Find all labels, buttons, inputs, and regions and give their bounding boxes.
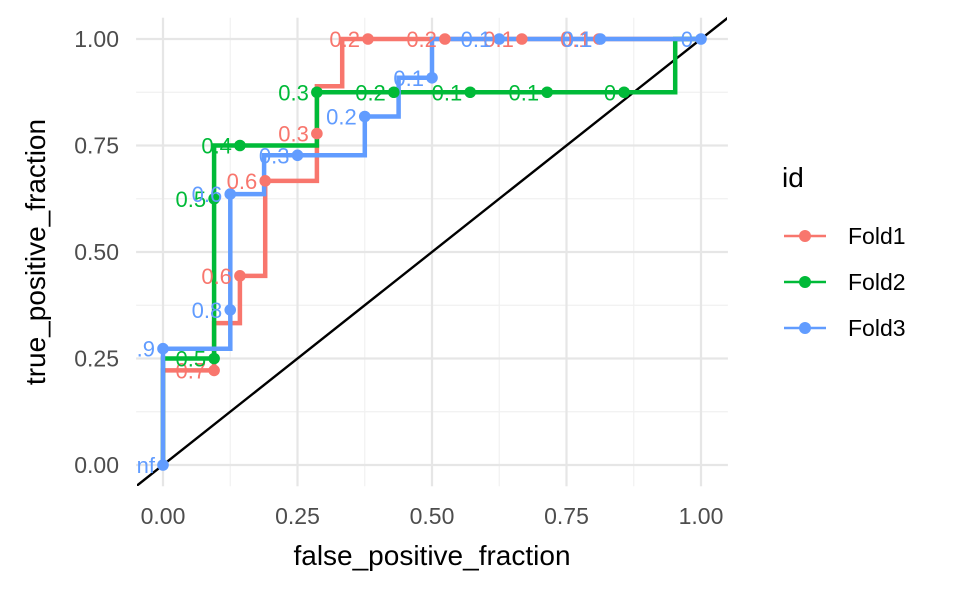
threshold-label-fold1-2: 0.6 xyxy=(227,169,258,194)
legend-label-fold3: Fold3 xyxy=(848,315,906,341)
reference-diagonal-line xyxy=(137,16,727,486)
y-axis-ticks: 0.00 0.25 0.50 0.75 1.00 xyxy=(74,26,119,478)
legend-title: id xyxy=(782,162,804,193)
y-tick-label-4: 1.00 xyxy=(74,26,119,52)
roc-point-fold3-7 xyxy=(493,33,506,45)
threshold-label-fold2-4: 0.2 xyxy=(355,80,386,105)
legend: id Fold1 Fold2 Fold3 xyxy=(782,162,906,341)
threshold-label-fold3-7: 0.1 xyxy=(461,27,492,52)
roc-point-fold2-5 xyxy=(464,86,476,99)
roc-point-fold3-1 xyxy=(157,342,169,355)
threshold-label-fold1-3: 0.3 xyxy=(278,122,309,147)
roc-point-fold1-2 xyxy=(259,175,272,187)
threshold-label-fold3-4: 0.3 xyxy=(259,143,290,168)
roc-point-fold2-1 xyxy=(208,192,220,205)
roc-point-fold1-3 xyxy=(311,127,323,140)
threshold-label-fold1-5: 0.2 xyxy=(406,27,437,52)
threshold-label-fold1-7: 0.1 xyxy=(560,27,591,52)
threshold-label-fold1-4: 0.2 xyxy=(329,27,360,52)
roc-point-fold3-4 xyxy=(291,149,304,162)
reference-line-layer xyxy=(137,16,727,486)
legend-label-fold2: Fold2 xyxy=(848,269,906,295)
threshold-label-fold2-1: 0.5 xyxy=(176,187,207,212)
threshold-label-fold3-8: 0.1 xyxy=(562,27,593,52)
roc-point-fold2-4 xyxy=(388,86,400,99)
threshold-label-fold2-5: 0.1 xyxy=(432,80,463,105)
roc-point-fold2-7 xyxy=(618,86,630,99)
threshold-label-fold2-3: 0.3 xyxy=(278,80,309,105)
threshold-label-fold3-3: 0.6 xyxy=(192,182,223,207)
roc-point-fold1-6 xyxy=(516,33,528,45)
threshold-label-fold1-6: 0.1 xyxy=(483,27,514,52)
roc-point-fold2-0 xyxy=(208,352,220,365)
roc-point-fold3-2 xyxy=(224,304,237,316)
roc-point-fold3-5 xyxy=(358,110,371,123)
legend-key-point-fold3 xyxy=(799,322,811,334)
y-tick-label-3: 0.75 xyxy=(74,133,119,159)
plot-area: 0.70.60.60.30.2 0.2 0.1 0.10.50.50.40.3 0.2 0… xyxy=(124,16,727,486)
x-tick-label-3: 0.75 xyxy=(544,503,589,529)
threshold-label-fold3-2: 0.8 xyxy=(192,298,223,323)
threshold-label-fold3-1: 0.9 xyxy=(124,337,155,362)
threshold-label-fold2-2: 0.4 xyxy=(201,134,232,159)
x-tick-label-0: 0.00 xyxy=(141,503,186,529)
threshold-label-fold3-5: 0.2 xyxy=(326,105,357,130)
roc-point-fold1-0 xyxy=(208,364,220,377)
point-layer xyxy=(157,33,707,471)
roc-point-fold2-6 xyxy=(541,86,553,99)
roc-point-fold3-3 xyxy=(224,188,237,200)
x-tick-label-4: 1.00 xyxy=(679,503,724,529)
roc-point-fold1-1 xyxy=(234,270,246,282)
threshold-label-fold3-0: Inf xyxy=(131,453,156,478)
roc-point-fold1-4 xyxy=(362,33,374,45)
y-tick-label-1: 0.25 xyxy=(74,346,119,372)
legend-key-point-fold1 xyxy=(799,230,811,242)
y-axis-title: true_positive_fraction xyxy=(20,119,51,385)
roc-step-line-fold2 xyxy=(160,36,701,465)
roc-point-fold1-5 xyxy=(439,33,451,45)
roc-point-fold3-8 xyxy=(594,33,607,45)
x-axis-ticks: 0.00 0.25 0.50 0.75 1.00 xyxy=(141,503,724,529)
point-label-layer: 0.70.60.60.30.2 0.2 0.1 0.10.50.50.40.3 0.2 0… xyxy=(124,27,693,478)
threshold-label-fold2-0: 0.5 xyxy=(176,347,207,372)
legend-items: Fold1 Fold2 Fold3 xyxy=(784,223,906,341)
threshold-label-fold2-7: 0 xyxy=(604,80,616,105)
threshold-label-fold3-6: 0.1 xyxy=(393,66,424,91)
threshold-label-fold1-1: 0.6 xyxy=(201,264,232,289)
roc-point-fold3-0 xyxy=(157,459,169,471)
y-tick-label-2: 0.50 xyxy=(74,239,119,265)
roc-point-fold3-9 xyxy=(695,33,707,45)
threshold-label-fold1-0: 0.7 xyxy=(176,358,207,383)
x-tick-label-2: 0.50 xyxy=(410,503,455,529)
y-tick-label-0: 0.00 xyxy=(74,452,119,478)
threshold-label-fold3-9: 0 xyxy=(681,27,693,52)
roc-point-fold2-2 xyxy=(234,139,246,152)
legend-key-point-fold2 xyxy=(799,276,811,288)
threshold-label-fold2-6: 0.1 xyxy=(509,80,540,105)
x-axis-title: false_positive_fraction xyxy=(293,540,570,571)
roc-point-fold2-3 xyxy=(311,86,323,99)
roc-point-fold3-6 xyxy=(426,71,438,84)
x-tick-label-1: 0.25 xyxy=(275,503,320,529)
legend-label-fold1: Fold1 xyxy=(848,223,906,249)
